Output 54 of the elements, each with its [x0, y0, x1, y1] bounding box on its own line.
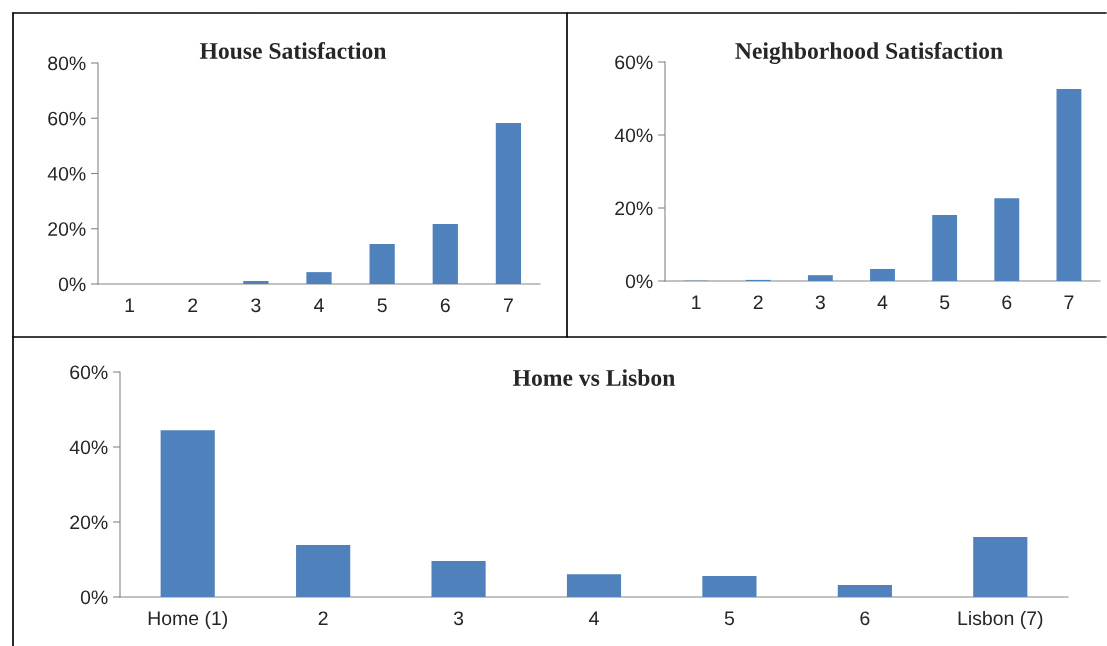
y-tick-label: 20%	[70, 515, 108, 530]
bar	[566, 574, 622, 597]
bar	[243, 280, 269, 284]
y-tick-label: 0%	[625, 274, 653, 289]
x-tick-label: Lisbon (7)	[958, 610, 1043, 630]
chart-title: House Satisfaction	[199, 42, 387, 59]
x-tick-label: 2	[753, 295, 763, 309]
x-tick-label: 3	[453, 611, 464, 626]
x-tick-label: 5	[724, 611, 735, 626]
bar	[431, 561, 486, 597]
x-tick-label: 4	[314, 298, 324, 312]
y-tick-label: 60%	[48, 111, 86, 126]
bar	[994, 198, 1020, 281]
y-tick-label: 60%	[70, 365, 108, 380]
bar	[495, 122, 522, 284]
bar	[702, 576, 757, 597]
y-tick-label: 0%	[80, 590, 108, 605]
x-tick-label: 2	[318, 611, 328, 625]
bar	[870, 268, 895, 281]
y-tick-label: 20%	[615, 201, 653, 216]
x-tick-label: 3	[251, 298, 261, 313]
chart-title: Home vs Lisbon	[513, 369, 675, 386]
bar	[1056, 89, 1082, 281]
x-tick-label: 5	[940, 295, 950, 310]
y-tick-label: 60%	[615, 55, 653, 70]
x-tick-label: 3	[815, 295, 825, 310]
x-tick-label: 4	[877, 295, 888, 309]
x-tick-label: 1	[692, 295, 701, 309]
bar	[306, 272, 332, 284]
y-tick-label: 20%	[48, 222, 86, 236]
x-tick-label: 7	[1064, 295, 1074, 309]
x-tick-label: 1	[125, 298, 135, 312]
x-tick-label: 4	[589, 611, 599, 625]
y-tick-label: 40%	[614, 128, 653, 143]
bar	[369, 243, 395, 284]
x-tick-label: 2	[188, 298, 198, 312]
x-tick-label: 6	[1002, 295, 1012, 310]
x-tick-label: 6	[440, 298, 450, 313]
bar	[432, 224, 458, 284]
bar	[973, 537, 1028, 597]
y-tick-label: 40%	[69, 440, 108, 455]
y-tick-label: 0%	[58, 277, 86, 292]
bar	[296, 544, 351, 597]
bar	[160, 430, 215, 597]
chart-title: Neighborhood Satisfaction	[735, 42, 1003, 64]
bar	[932, 214, 958, 281]
x-tick-label: 5	[377, 298, 387, 313]
y-tick-label: 40%	[47, 166, 86, 181]
bar	[807, 275, 833, 281]
x-tick-label: 6	[860, 611, 870, 626]
x-tick-label: 7	[504, 298, 513, 312]
y-tick-label: 80%	[48, 56, 86, 71]
x-tick-label: Home (1)	[148, 610, 228, 630]
bar	[837, 585, 892, 597]
